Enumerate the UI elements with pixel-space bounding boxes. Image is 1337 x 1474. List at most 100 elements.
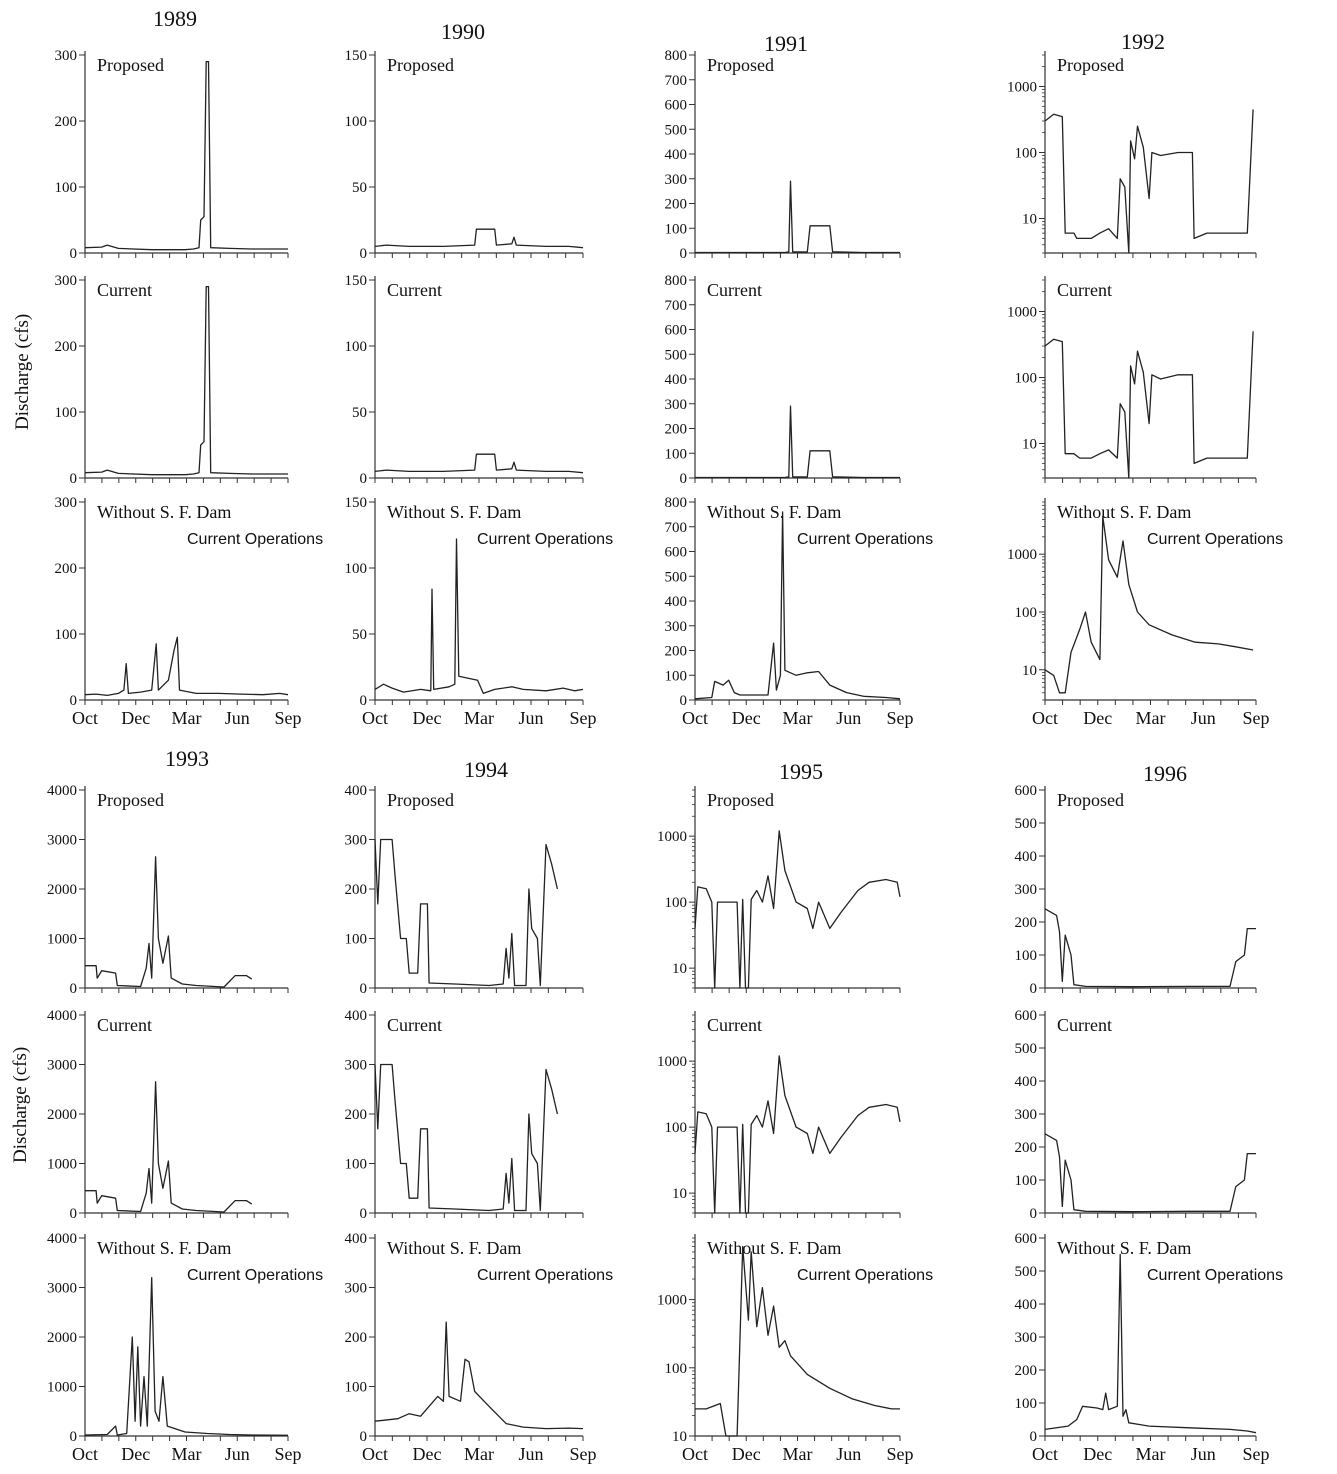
y-tick-label: 100 [55, 180, 78, 196]
y-tick-label: 1000 [1007, 79, 1037, 95]
series-line [695, 180, 900, 254]
x-tick-label: Sep [275, 1444, 302, 1464]
series-line [374, 1063, 559, 1212]
panel-1993-current: 0 1000 2000 3000 4000 Current [47, 1008, 289, 1222]
scenario-label: Without S. F. Dam [387, 502, 521, 522]
panel-1992-without-sf-dam: 10 100 1000 Oct Dec Mar Jun Sep Without S. F. Da… [1007, 498, 1283, 728]
y-tick-label: 50 [352, 405, 367, 421]
y-tick-label: 800 [665, 495, 688, 511]
panel-1989-proposed: 0 100 200 300 Proposed [55, 48, 289, 262]
x-tick-label: Dec [1083, 1444, 1112, 1464]
x-tick-label: Sep [1243, 708, 1270, 728]
panel-1992-proposed: 10 100 1000 Proposed [1007, 51, 1257, 258]
y-tick-label: 100 [1015, 1396, 1038, 1412]
y-tick-label: 0 [70, 1206, 78, 1222]
x-tick-label: Mar [464, 1444, 494, 1464]
scenario-label: Without S. F. Dam [97, 502, 231, 522]
scenario-label: Proposed [1057, 55, 1124, 75]
scenario-label: Proposed [707, 55, 774, 75]
scenario-label: Current [1057, 1015, 1112, 1035]
scenario-label: Current [707, 1015, 762, 1035]
y-tick-label: 500 [1015, 816, 1038, 832]
y-tick-label: 200 [1015, 1363, 1038, 1379]
y-tick-label: 2000 [47, 882, 77, 898]
panel-1996-without-sf-dam: 0 100 200 300 400 500 600 Oct Dec Mar Jun Sep Withou… [1015, 1231, 1284, 1464]
y-tick-label: 300 [55, 48, 78, 64]
panel-1993-proposed: 0 1000 2000 3000 4000 Proposed [47, 783, 289, 997]
x-tick-label: Sep [275, 708, 302, 728]
year-title-1990: 1990 [441, 19, 485, 44]
y-tick-label: 100 [345, 1380, 368, 1396]
x-tick-label: Jun [1191, 708, 1216, 728]
x-tick-label: Sep [570, 1444, 597, 1464]
scenario-label: Current [387, 1015, 442, 1035]
y-tick-label: 1000 [1007, 547, 1037, 563]
y-tick-label: 0 [360, 246, 368, 262]
y-tick-label: 400 [665, 147, 688, 163]
y-tick-label: 200 [55, 114, 78, 130]
x-tick-label: Dec [121, 708, 150, 728]
y-tick-label: 0 [1030, 1429, 1038, 1445]
x-tick-label: Dec [413, 708, 442, 728]
panel-1996-current: 0 100 200 300 400 500 600 Current [1015, 1008, 1257, 1222]
scenario-label: Current [97, 1015, 152, 1035]
y-tick-label: 400 [1015, 1074, 1038, 1090]
y-tick-label: 100 [665, 1361, 688, 1377]
scenario-label: Without S. F. Dam [1057, 1238, 1191, 1258]
y-tick-label: 500 [1015, 1264, 1038, 1280]
y-tick-label: 200 [345, 1330, 368, 1346]
y-tick-label: 10 [672, 1186, 687, 1202]
y-tick-label: 3000 [47, 833, 77, 849]
x-tick-label: Dec [732, 1444, 761, 1464]
y-tick-label: 400 [1015, 849, 1038, 865]
x-tick-label: Jun [225, 708, 250, 728]
x-tick-label: Jun [518, 1444, 543, 1464]
x-tick-label: Oct [682, 1444, 708, 1464]
panel-1990-proposed: 0 50 100 150 Proposed [345, 48, 584, 262]
scenario-label: Without S. F. Dam [707, 1238, 841, 1258]
y-axis-label-top: Discharge (cfs) [12, 313, 33, 430]
y-tick-label: 0 [70, 246, 78, 262]
y-tick-label: 0 [680, 471, 688, 487]
x-tick-label: Oct [362, 1444, 388, 1464]
x-tick-label: Jun [225, 1444, 250, 1464]
series-line [374, 1321, 584, 1430]
series-line [84, 636, 289, 697]
x-tick-label: Mar [783, 1444, 813, 1464]
y-tick-label: 300 [665, 619, 688, 635]
y-tick-label: 0 [1030, 1206, 1038, 1222]
y-tick-label: 10 [672, 1429, 687, 1445]
series-line [374, 453, 584, 474]
y-tick-label: 0 [680, 693, 688, 709]
y-tick-label: 0 [70, 1429, 78, 1445]
scenario-sublabel: Current Operations [477, 1267, 613, 1284]
scenario-label: Current [1057, 280, 1112, 300]
y-axis-label-bottom: Discharge (cfs) [10, 1046, 31, 1163]
series-line [1044, 515, 1254, 694]
x-tick-label: Mar [172, 1444, 202, 1464]
x-tick-label: Dec [121, 1444, 150, 1464]
x-tick-label: Mar [1136, 708, 1166, 728]
y-tick-label: 300 [345, 1281, 368, 1297]
panel-1996-proposed: 0 100 200 300 400 500 600 Proposed [1015, 783, 1257, 997]
y-tick-label: 700 [665, 73, 688, 89]
y-tick-label: 500 [1015, 1041, 1038, 1057]
y-tick-label: 1000 [657, 829, 687, 845]
series-line [85, 856, 253, 988]
y-tick-label: 10 [1022, 436, 1037, 452]
x-tick-label: Mar [1136, 1444, 1166, 1464]
panel-1990-current: 0 50 100 150 Current [345, 273, 584, 487]
panel-1995-proposed: 10 100 1000 Proposed [657, 786, 901, 993]
scenario-label: Proposed [97, 55, 164, 75]
y-tick-label: 0 [70, 471, 78, 487]
y-tick-label: 100 [1015, 370, 1038, 386]
year-title-1994: 1994 [464, 757, 508, 782]
y-tick-label: 300 [1015, 1330, 1038, 1346]
y-tick-label: 0 [360, 981, 368, 997]
y-tick-label: 300 [1015, 1107, 1038, 1123]
y-tick-label: 600 [665, 98, 688, 114]
y-tick-label: 300 [345, 833, 368, 849]
x-tick-label: Oct [362, 708, 388, 728]
panel-1990-without-sf-dam: 0 50 100 150 Oct Dec Mar Jun Sep Without S. F. Da… [345, 495, 614, 728]
